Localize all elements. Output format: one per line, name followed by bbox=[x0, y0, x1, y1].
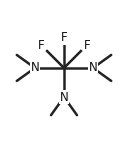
Text: F: F bbox=[84, 39, 90, 52]
Text: F: F bbox=[38, 39, 44, 52]
Text: F: F bbox=[61, 31, 67, 44]
Text: N: N bbox=[31, 62, 39, 75]
Text: N: N bbox=[89, 62, 97, 75]
Text: N: N bbox=[60, 91, 68, 104]
